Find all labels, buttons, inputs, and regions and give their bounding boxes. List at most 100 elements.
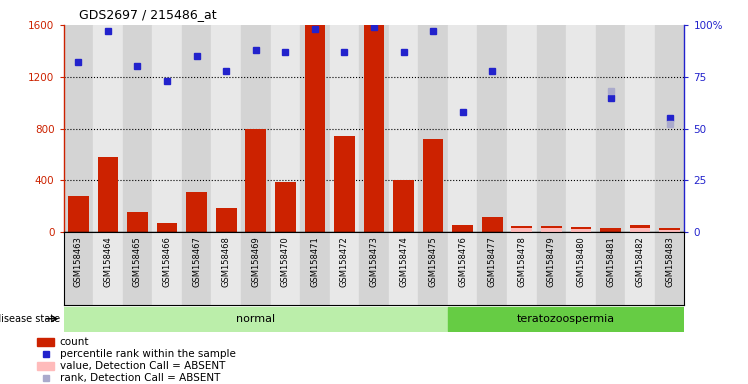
Bar: [212, 25, 241, 232]
Text: GSM158478: GSM158478: [518, 236, 527, 287]
Bar: [300, 232, 330, 305]
Text: GSM158471: GSM158471: [310, 236, 319, 287]
Bar: [512, 228, 532, 232]
Text: rank, Detection Call = ABSENT: rank, Detection Call = ABSENT: [60, 373, 220, 383]
Text: GSM158479: GSM158479: [547, 236, 556, 287]
Bar: [659, 228, 680, 232]
Bar: [448, 306, 684, 331]
Text: percentile rank within the sample: percentile rank within the sample: [60, 349, 236, 359]
Bar: [630, 228, 651, 232]
Text: GSM158481: GSM158481: [606, 236, 615, 287]
Bar: [182, 232, 212, 305]
Bar: [595, 25, 625, 232]
Bar: [300, 25, 330, 232]
Bar: [330, 25, 359, 232]
Bar: [507, 232, 536, 305]
Text: GSM158470: GSM158470: [280, 236, 289, 287]
Bar: [271, 232, 300, 305]
Bar: [359, 232, 389, 305]
Bar: [275, 182, 295, 232]
Text: GSM158466: GSM158466: [162, 236, 171, 287]
Bar: [512, 227, 532, 232]
Bar: [536, 232, 566, 305]
Bar: [359, 25, 389, 232]
Bar: [541, 228, 562, 232]
Bar: [330, 232, 359, 305]
Text: GSM158464: GSM158464: [103, 236, 112, 287]
Bar: [507, 25, 536, 232]
Bar: [482, 217, 503, 232]
Bar: [68, 196, 89, 232]
Bar: [182, 25, 212, 232]
Bar: [123, 25, 153, 232]
Bar: [536, 25, 566, 232]
Bar: [625, 232, 654, 305]
Text: GSM158468: GSM158468: [221, 236, 230, 287]
Bar: [37, 362, 54, 370]
Text: value, Detection Call = ABSENT: value, Detection Call = ABSENT: [60, 361, 225, 371]
Bar: [216, 208, 236, 232]
Bar: [334, 136, 355, 232]
Bar: [659, 230, 680, 232]
Text: GSM158474: GSM158474: [399, 236, 408, 287]
Bar: [654, 25, 684, 232]
Bar: [453, 225, 473, 232]
Text: GSM158463: GSM158463: [74, 236, 83, 287]
Bar: [127, 212, 148, 232]
Bar: [571, 227, 591, 232]
Bar: [94, 232, 123, 305]
Bar: [364, 25, 384, 232]
Bar: [566, 232, 595, 305]
Bar: [600, 228, 621, 232]
Bar: [212, 232, 241, 305]
Text: GSM158473: GSM158473: [370, 236, 378, 287]
Bar: [448, 232, 477, 305]
Text: GSM158477: GSM158477: [488, 236, 497, 287]
Text: normal: normal: [236, 314, 275, 324]
Bar: [448, 25, 477, 232]
Text: GSM158475: GSM158475: [429, 236, 438, 287]
Bar: [245, 129, 266, 232]
Bar: [630, 225, 651, 232]
Bar: [304, 25, 325, 232]
Bar: [64, 25, 94, 232]
Bar: [595, 232, 625, 305]
Text: GSM158476: GSM158476: [459, 236, 468, 287]
Text: GSM158483: GSM158483: [665, 236, 674, 287]
Bar: [654, 232, 684, 305]
Bar: [477, 25, 507, 232]
Bar: [566, 25, 595, 232]
Bar: [97, 157, 118, 232]
Bar: [477, 232, 507, 305]
Text: disease state: disease state: [0, 314, 60, 324]
Bar: [418, 232, 448, 305]
Text: GSM158482: GSM158482: [636, 236, 645, 287]
Text: count: count: [60, 337, 89, 347]
Text: GSM158472: GSM158472: [340, 236, 349, 287]
Bar: [541, 226, 562, 232]
Bar: [423, 139, 444, 232]
Text: teratozoospermia: teratozoospermia: [517, 314, 615, 324]
Bar: [37, 338, 54, 346]
Bar: [64, 232, 94, 305]
Bar: [156, 223, 177, 232]
Bar: [625, 25, 654, 232]
Text: GSM158469: GSM158469: [251, 236, 260, 287]
Text: GSM158480: GSM158480: [577, 236, 586, 287]
Bar: [271, 25, 300, 232]
Bar: [153, 232, 182, 305]
Bar: [241, 232, 271, 305]
Bar: [153, 25, 182, 232]
Bar: [571, 229, 591, 232]
Bar: [64, 306, 448, 331]
Bar: [241, 25, 271, 232]
Bar: [123, 232, 153, 305]
Text: GDS2697 / 215486_at: GDS2697 / 215486_at: [79, 8, 216, 21]
Bar: [186, 192, 207, 232]
Bar: [418, 25, 448, 232]
Text: GSM158467: GSM158467: [192, 236, 201, 287]
Bar: [94, 25, 123, 232]
Bar: [389, 232, 418, 305]
Text: GSM158465: GSM158465: [133, 236, 142, 287]
Bar: [393, 180, 414, 232]
